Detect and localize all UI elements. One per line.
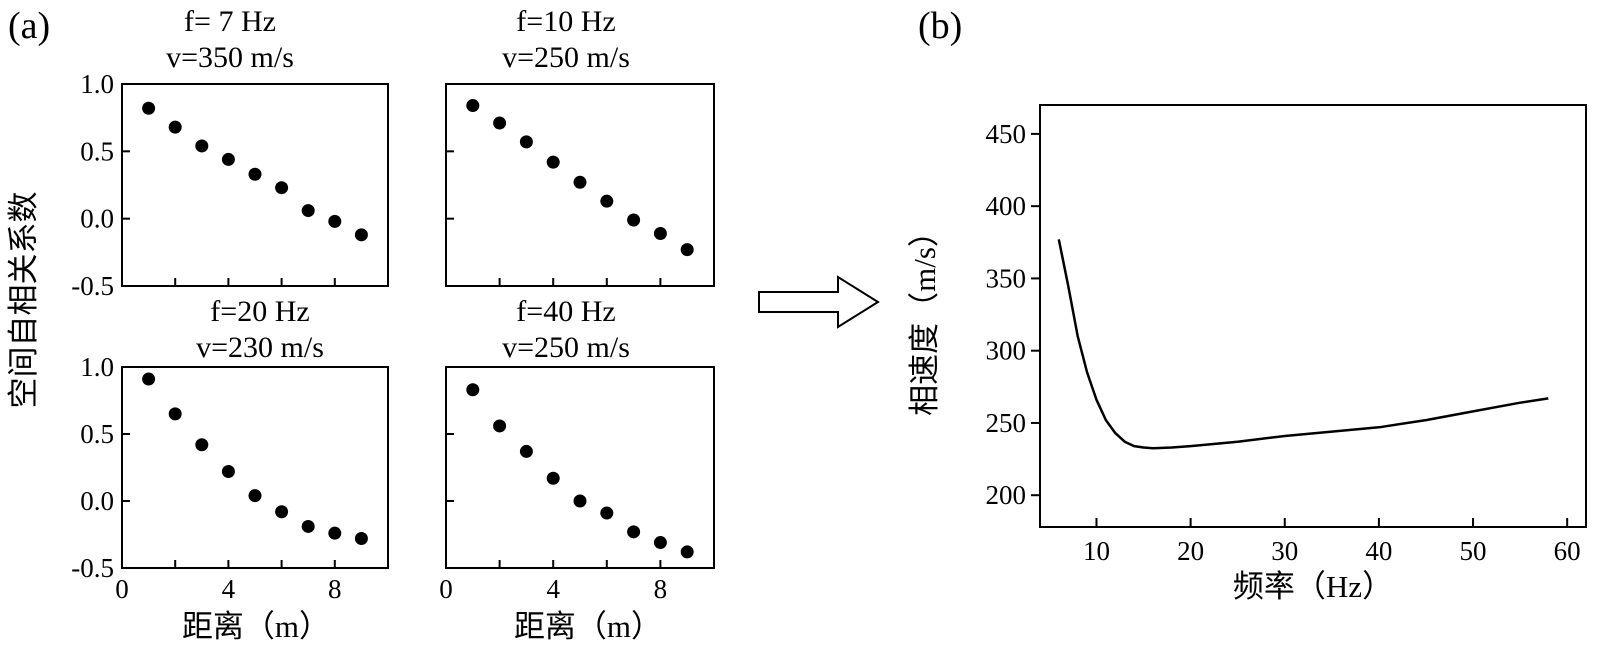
plot-frame [445,83,715,287]
y-tick-label: 1.0 [80,69,114,99]
subplot-title: f=20 Hz [210,295,309,328]
y-tick-label: 300 [986,336,1027,366]
data-point [680,545,694,559]
data-point [221,465,235,479]
y-tick-label: 0.5 [80,136,114,166]
data-point [519,135,533,149]
data-point [600,506,614,520]
x-tick-label: 0 [115,574,129,604]
subplot-title: v=230 m/s [196,331,324,364]
data-point [195,139,209,153]
y-tick-label: 400 [986,191,1027,221]
data-point [573,494,587,508]
data-point [168,120,182,134]
data-point [600,194,614,208]
x-tick-label: 60 [1554,536,1581,566]
data-point [248,489,262,503]
y-tick-label: 200 [986,480,1027,510]
data-point [354,228,368,242]
x-tick-label: 10 [1083,536,1110,566]
data-point [301,519,315,533]
y-tick-label: -0.5 [71,271,114,301]
subplot-title: v=250 m/s [502,41,630,74]
data-point [275,181,289,195]
data-point [627,525,641,539]
data-point [168,407,182,421]
subplot-f40: f=40 Hzv=250 m/s 0 4 8 [439,295,715,604]
plot-frame [1039,104,1587,528]
data-point [328,214,342,228]
data-point [275,505,289,519]
data-point [354,532,368,546]
panel-label-b: (b) [918,5,962,47]
data-point [301,204,315,218]
data-point [546,155,560,169]
data-point [142,101,156,115]
data-point [142,372,156,386]
y-tick-label: 250 [986,408,1027,438]
data-point [493,116,507,130]
data-point [221,152,235,166]
data-point [466,99,480,113]
dispersion-curve-plot: 10 20 30 40 50 60 200 250 300 350 400 450 频率（Hz） 相速度（… [907,104,1587,604]
y-tick-label: 1.0 [80,352,114,382]
data-point [680,243,694,257]
data-point [653,226,667,240]
x-axis-label: 频率（Hz） [1233,569,1393,604]
y-tick-label: 0.0 [80,486,114,516]
subplot-title: v=250 m/s [502,331,630,364]
x-tick-label: 30 [1271,536,1298,566]
plot-frame [121,83,389,287]
data-point [627,213,641,227]
y-tick-label: 350 [986,263,1027,293]
subplot-f7: f= 7 Hzv=350 m/s 1.0 0.5 0.0 -0.5 [71,5,389,301]
x-tick-label: 8 [654,574,668,604]
plot-frame [121,366,389,569]
shared-ylabel-a: 空间自相关系数 [6,192,41,409]
data-point [653,536,667,550]
x-tick-label: 40 [1365,536,1392,566]
x-tick-label: 20 [1177,536,1204,566]
data-point [248,167,262,181]
subplot-title: f=40 Hz [516,295,615,328]
arrow-icon [758,275,880,329]
y-tick-label: 450 [986,119,1027,149]
y-tick-label: -0.5 [71,553,114,583]
subplot-title: f=10 Hz [516,5,615,38]
data-point [328,526,342,540]
data-point [573,175,587,189]
subplot-title: v=350 m/s [166,41,294,74]
x-tick-label: 4 [546,574,560,604]
xlabel-a-right: 距离（m） [514,609,662,644]
subplot-f20: f=20 Hzv=230 m/s 1.0 0.5 0.0 -0.50 4 8 [71,295,389,604]
data-point [519,444,533,458]
x-tick-label: 0 [439,574,453,604]
subplot-f10: f=10 Hzv=250 m/s [445,5,715,287]
data-point [546,471,560,485]
data-point [195,438,209,452]
plot-frame [445,366,715,569]
subplot-title: f= 7 Hz [184,5,276,38]
y-tick-label: 0.0 [80,204,114,234]
xlabel-a-left: 距离（m） [182,609,330,644]
x-tick-label: 4 [222,574,236,604]
y-axis-label: 相速度（m/s） [907,216,942,416]
dispersion-curve [1057,239,1549,450]
panel-label-a: (a) [8,5,50,47]
data-point [493,419,507,433]
x-tick-label: 50 [1460,536,1487,566]
y-tick-label: 0.5 [80,419,114,449]
data-point [466,383,480,397]
x-tick-label: 8 [328,574,342,604]
